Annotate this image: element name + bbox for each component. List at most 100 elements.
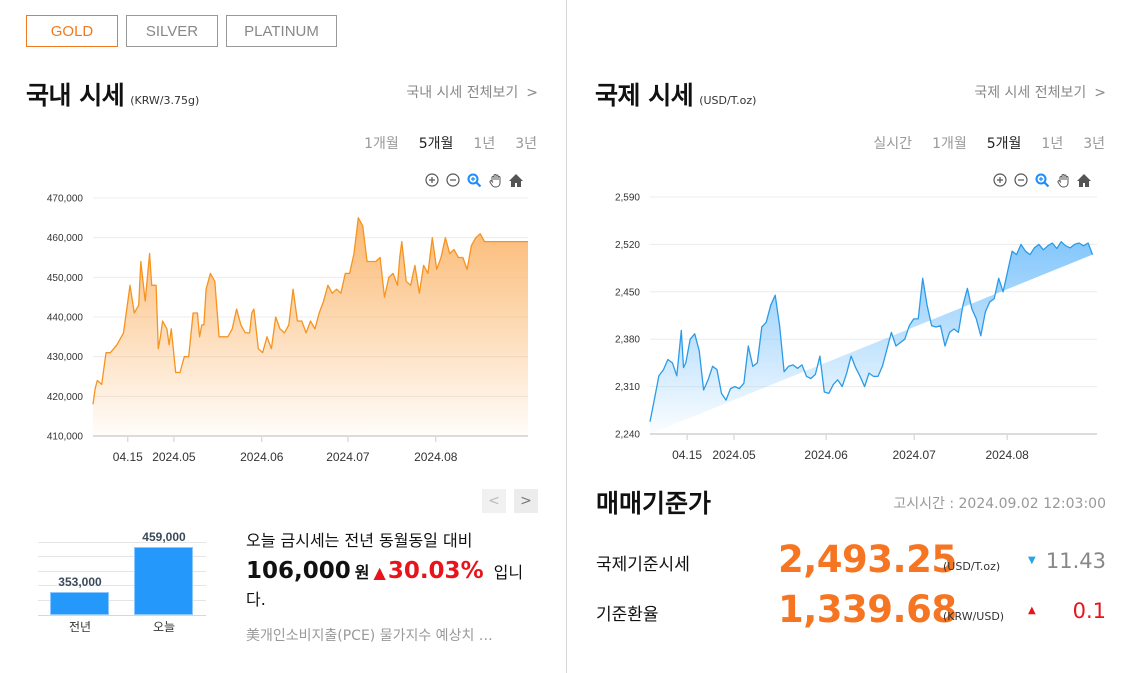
- x-tick-label: 2024.05: [152, 450, 196, 464]
- intl-title-text: 국제 시세: [595, 81, 694, 110]
- column-divider: [566, 0, 567, 673]
- yoy-bar-chart: 353,000 459,000 전년 오늘: [38, 530, 208, 640]
- domestic-period-1y[interactable]: 1년: [473, 136, 496, 152]
- domestic-title: 국내 시세 (KRW/3.75g): [26, 76, 199, 112]
- up-triangle-icon: ▲: [373, 563, 386, 582]
- intl-more-link[interactable]: 국제 시세 전체보기 >: [974, 82, 1106, 102]
- trade-row-change: 11.43: [1045, 549, 1106, 573]
- y-tick-label: 420,000: [47, 392, 84, 403]
- chevron-right-icon: >: [1094, 85, 1106, 101]
- home-icon[interactable]: [508, 172, 524, 188]
- magnify-icon[interactable]: [1034, 172, 1050, 188]
- domestic-price-chart[interactable]: 410,000 420,000 430,000 440,000 450,000 460,0…: [0, 0, 560, 480]
- down-triangle-icon: ▼: [1028, 555, 1036, 566]
- trade-row-value: 1,339.68: [778, 588, 957, 631]
- axis-line: [38, 615, 206, 616]
- x-tick-label: 2024.07: [892, 448, 936, 462]
- y-tick-label: 450,000: [47, 273, 84, 284]
- domestic-period-3y[interactable]: 3년: [515, 136, 537, 152]
- y-tick-label: 2,240: [615, 430, 640, 441]
- intl-period-1m[interactable]: 1개월: [932, 136, 967, 152]
- zoom-in-icon[interactable]: [992, 172, 1008, 188]
- tab-silver[interactable]: SILVER: [126, 15, 218, 47]
- y-tick-label: 410,000: [47, 432, 84, 443]
- diff-amount: 106,000: [246, 558, 351, 584]
- y-tick-label: 460,000: [47, 233, 84, 244]
- domestic-period-tabs: 1개월 5개월 1년 3년: [364, 133, 537, 153]
- domestic-chart-tools: [424, 172, 524, 188]
- trade-row-intl-price: 국제기준시세 2,493.25 (USD/T.oz) ▼ 11.43: [596, 538, 1106, 596]
- metal-tabs: GOLD SILVER PLATINUM: [26, 15, 337, 47]
- intl-unit: (USD/T.oz): [699, 94, 757, 107]
- x-tick-label: 2024.08: [414, 450, 458, 464]
- x-tick-label: 2024.05: [712, 448, 756, 462]
- price-line: [649, 241, 1094, 422]
- domestic-period-5m[interactable]: 5개월: [418, 136, 454, 152]
- domestic-title-text: 국내 시세: [26, 81, 125, 110]
- trade-row-label: 국제기준시세: [596, 555, 690, 575]
- news-headline-link[interactable]: 美개인소비지출(PCE) 물가지수 예상치 …: [246, 628, 493, 644]
- chevron-right-icon: >: [526, 85, 538, 101]
- bar-label-today: 오늘: [152, 620, 176, 634]
- pan-hand-icon[interactable]: [1055, 172, 1071, 188]
- intl-period-1y[interactable]: 1년: [1041, 136, 1064, 152]
- summary-pager: < >: [482, 489, 538, 513]
- tab-gold[interactable]: GOLD: [26, 15, 118, 47]
- up-triangle-icon: ▲: [1028, 605, 1036, 616]
- y-tick-label: 2,310: [615, 382, 640, 393]
- y-tick-label: 440,000: [47, 313, 84, 324]
- zoom-out-icon[interactable]: [445, 172, 461, 188]
- domestic-more-label: 국내 시세 전체보기: [406, 85, 519, 101]
- trade-price-title: 매매기준가: [596, 489, 712, 518]
- zoom-in-icon[interactable]: [424, 172, 440, 188]
- intl-period-5m[interactable]: 5개월: [986, 136, 1022, 152]
- y-tick-label: 2,450: [615, 287, 640, 298]
- x-tick-label: 04.15: [113, 450, 143, 464]
- intl-price-chart[interactable]: 2,240 2,310 2,380 2,450 2,520 2,590 04.15 2024.…: [0, 0, 1137, 480]
- domestic-period-1m[interactable]: 1개월: [364, 136, 399, 152]
- grid-line: [38, 571, 206, 572]
- trade-row-value: 2,493.25: [778, 538, 957, 581]
- y-tick-label: 2,520: [615, 240, 640, 251]
- intl-period-3y[interactable]: 3년: [1083, 136, 1105, 152]
- x-tick-label: 2024.06: [804, 448, 848, 462]
- grid-line: [38, 585, 206, 586]
- pan-hand-icon[interactable]: [487, 172, 503, 188]
- diff-percent: 30.03%: [387, 558, 484, 584]
- pager-next-button[interactable]: >: [514, 489, 538, 513]
- trade-row-label: 기준환율: [596, 605, 659, 625]
- currency-label: 원: [354, 563, 370, 582]
- trade-row-unit: (KRW/USD): [943, 610, 1005, 623]
- domestic-more-link[interactable]: 국내 시세 전체보기 >: [406, 82, 538, 102]
- zoom-out-icon[interactable]: [1013, 172, 1029, 188]
- magnify-icon[interactable]: [466, 172, 482, 188]
- intl-chart-tools: [992, 172, 1092, 188]
- domestic-unit: (KRW/3.75g): [130, 94, 200, 107]
- y-tick-label: 470,000: [47, 194, 84, 205]
- grid-line: [38, 556, 206, 557]
- area-fill: [650, 241, 1093, 434]
- trade-row-exchange-rate: 기준환율 1,339.68 (KRW/USD) ▲ 0.1: [596, 588, 1106, 646]
- intl-period-realtime[interactable]: 실시간: [873, 136, 913, 152]
- bar-last-year: [50, 592, 109, 615]
- summary-line: 오늘 금시세는 전년 동월동일 대비: [246, 531, 473, 550]
- grid-line: [38, 600, 206, 601]
- y-tick-label: 430,000: [47, 352, 84, 363]
- bar-value-today: 459,000: [142, 529, 186, 544]
- home-icon[interactable]: [1076, 172, 1092, 188]
- yoy-summary: 오늘 금시세는 전년 동월동일 대비 106,000 원 ▲30.03% 입니 다.: [246, 530, 536, 610]
- x-tick-label: 2024.08: [985, 448, 1029, 462]
- price-line: [92, 217, 528, 405]
- tab-platinum[interactable]: PLATINUM: [226, 15, 337, 47]
- pager-prev-button[interactable]: <: [482, 489, 506, 513]
- summary-line-end: 다.: [246, 590, 266, 609]
- trade-row-change: 0.1: [1072, 599, 1106, 623]
- grid-line: [38, 542, 206, 543]
- trade-row-unit: (USD/T.oz): [943, 560, 1001, 573]
- y-tick-label: 2,590: [615, 193, 640, 204]
- x-tick-label: 2024.07: [326, 450, 370, 464]
- bar-today: [134, 546, 193, 615]
- y-tick-label: 2,380: [615, 335, 640, 346]
- summary-tail: 입니: [493, 563, 524, 582]
- intl-more-label: 국제 시세 전체보기: [974, 85, 1087, 101]
